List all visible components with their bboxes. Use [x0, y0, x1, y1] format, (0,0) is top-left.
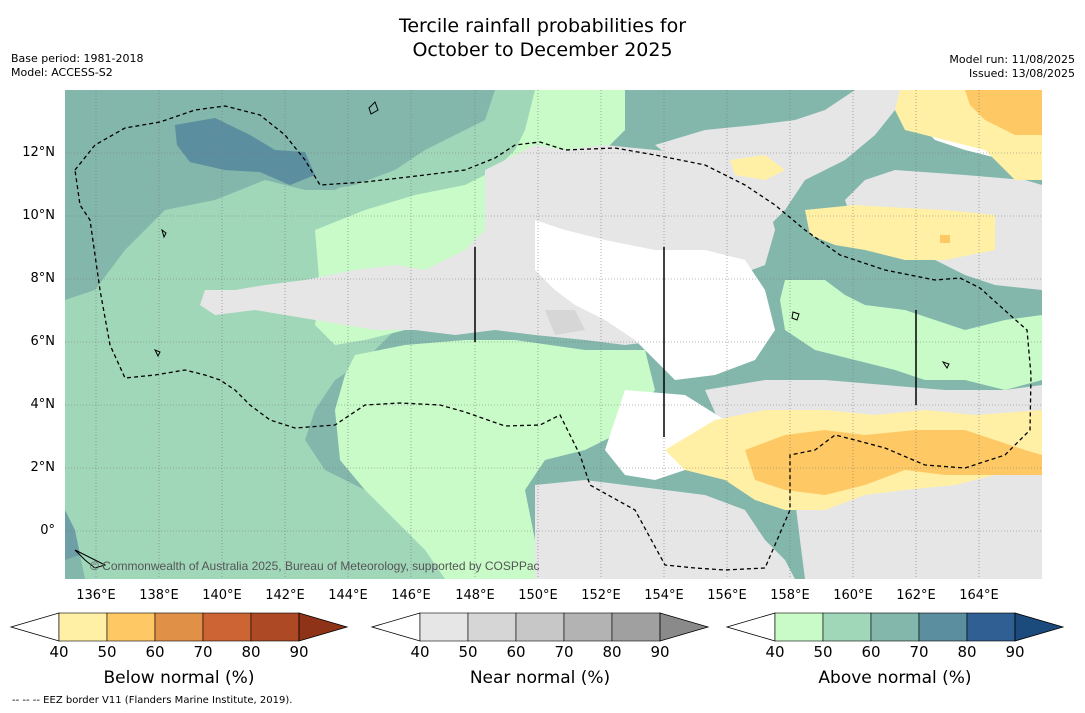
lat-label-0: 0° [40, 523, 55, 538]
region-near-50 [545, 310, 585, 335]
cb-above-over [1014, 612, 1065, 642]
cb-near-seg-1 [467, 612, 517, 642]
region-below-50-south [745, 430, 1042, 495]
region-near-40-southcentral [535, 480, 795, 579]
cb-above-tick-90: 90 [1005, 643, 1025, 661]
lat-label-8n: 8°N [30, 271, 56, 286]
cb-below-tick-50: 50 [97, 643, 117, 661]
region-below-50-dot [940, 235, 950, 243]
lat-label-12n: 12°N [22, 145, 55, 160]
cb-above-tick-60: 60 [861, 643, 881, 661]
cb-near-seg-4 [611, 612, 661, 642]
map-title-line1: Tercile rainfall probabilities for [398, 15, 687, 37]
lon-label-138e: 138°E [139, 588, 179, 603]
islands [74, 101, 950, 569]
cb-above-seg-3 [918, 612, 968, 642]
lon-label-146e: 146°E [391, 588, 431, 603]
cb-near-tick-40: 40 [410, 643, 430, 661]
probability-map: © Commonwealth of Australia 2025, Bureau… [65, 90, 1042, 579]
model-name: Model: ACCESS-S2 [11, 66, 113, 79]
cb-below-tick-60: 60 [145, 643, 165, 661]
region-near-40-north [655, 90, 905, 230]
cb-near-seg-0 [419, 612, 469, 642]
cb-above-tick-40: 40 [765, 643, 785, 661]
lat-label-2n: 2°N [30, 460, 56, 475]
cb-below-seg-2 [154, 612, 204, 642]
lon-label-158e: 158°E [770, 588, 810, 603]
lon-label-160e: 160°E [833, 588, 873, 603]
lon-label-142e: 142°E [265, 588, 305, 603]
cb-above-under [725, 612, 776, 642]
cb-below-label: Below normal (%) [103, 668, 255, 688]
cb-below-seg-3 [202, 612, 252, 642]
cb-above-label: Above normal (%) [818, 668, 972, 688]
lon-label-152e: 152°E [581, 588, 621, 603]
lon-label-150e: 150°E [518, 588, 558, 603]
cb-above-seg-2 [870, 612, 920, 642]
cb-below-under [9, 612, 60, 642]
cb-above-seg-1 [822, 612, 872, 642]
cb-near-under [370, 612, 421, 642]
copyright-text: © Commonwealth of Australia 2025, Bureau… [90, 559, 540, 573]
lat-label-6n: 6°N [30, 334, 56, 349]
cb-near-tick-70: 70 [554, 643, 574, 661]
cb-near-tick-80: 80 [602, 643, 622, 661]
cb-above-tick-80: 80 [957, 643, 977, 661]
cb-above-tick-70: 70 [909, 643, 929, 661]
colorbars [9, 612, 1065, 642]
region-above-40-south [335, 340, 655, 579]
lon-label-156e: 156°E [707, 588, 747, 603]
cb-near-seg-2 [515, 612, 565, 642]
cb-below-seg-0 [58, 612, 108, 642]
base-period: Base period: 1981-2018 [11, 52, 144, 65]
cb-below-tick-90: 90 [289, 643, 309, 661]
cb-above-seg-0 [774, 612, 824, 642]
cb-below-tick-40: 40 [49, 643, 69, 661]
cb-near-over [659, 612, 710, 642]
cb-near-tick-90: 90 [650, 643, 670, 661]
eez-footnote: -- -- -- EEZ border V11 (Flanders Marine… [12, 695, 293, 706]
region-below-40-middle [805, 205, 995, 260]
gridlines [65, 90, 1042, 579]
cb-near-label: Near normal (%) [469, 668, 611, 688]
region-no-dominant-central [535, 220, 775, 380]
lon-label-148e: 148°E [455, 588, 495, 603]
cb-above-tick-50: 50 [813, 643, 833, 661]
map-title-line2: October to December 2025 [412, 39, 673, 61]
issued-date: Issued: 13/08/2025 [968, 67, 1075, 80]
model-run: Model run: 11/08/2025 [949, 53, 1075, 66]
lat-label-4n: 4°N [30, 397, 56, 412]
region-above-70-north-top [175, 118, 315, 185]
cb-below-seg-4 [250, 612, 300, 642]
region-below-40-small [730, 155, 785, 180]
cb-near-tick-60: 60 [506, 643, 526, 661]
lon-label-136e: 136°E [76, 588, 116, 603]
lon-label-144e: 144°E [328, 588, 368, 603]
region-above-60-north [65, 90, 495, 240]
cb-below-seg-1 [106, 612, 156, 642]
cb-below-over [298, 612, 349, 642]
lon-label-164e: 164°E [959, 588, 999, 603]
cb-below-tick-70: 70 [193, 643, 213, 661]
lon-label-162e: 162°E [896, 588, 936, 603]
cb-near-tick-50: 50 [458, 643, 478, 661]
lon-label-154e: 154°E [644, 588, 684, 603]
lat-label-10n: 10°N [22, 208, 55, 223]
cb-near-seg-3 [563, 612, 613, 642]
cb-below-tick-80: 80 [241, 643, 261, 661]
eez-border [74, 105, 1032, 571]
region-below-50-north [965, 90, 1042, 135]
lon-label-140e: 140°E [202, 588, 242, 603]
cb-above-seg-4 [966, 612, 1016, 642]
region-above-40-east [780, 280, 1042, 390]
